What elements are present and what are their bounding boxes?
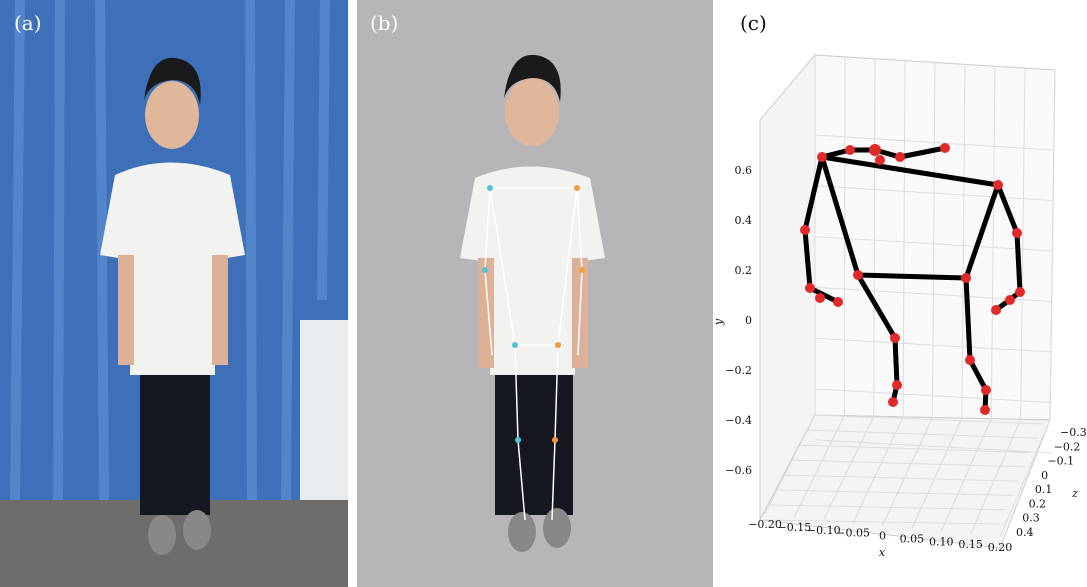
z-tick-label: 0.1 [1035, 483, 1053, 496]
y-tick-label: −0.6 [725, 464, 752, 477]
z-tick-label: 0.3 [1022, 512, 1039, 525]
y-tick-label: 0.6 [735, 164, 753, 177]
figure-svg: (a) (b) (c) x y z 0.60.40.20−0.2−0.4−0.6… [0, 0, 1087, 587]
y-tick-label: 0.2 [735, 264, 753, 277]
photo-a [0, 0, 348, 587]
y-tick-label: −0.4 [725, 414, 752, 427]
y-axis-label: y [712, 318, 725, 326]
z-tick-label: −0.3 [1060, 426, 1087, 439]
x-tick-label: −0.05 [836, 527, 870, 540]
z-tick-label: 0 [1041, 469, 1048, 482]
z-tick-label: −0.1 [1047, 455, 1074, 468]
skeleton-plot [760, 55, 1055, 548]
y-tick-label: 0.4 [735, 214, 753, 227]
x-tick-label: 0.15 [958, 538, 983, 551]
z-tick-label: −0.2 [1054, 440, 1081, 453]
panel-label: (a) [14, 11, 42, 35]
panel-label: (b) [370, 11, 398, 35]
x-tick-label: 0.05 [900, 532, 925, 545]
panel-label: (c) [740, 11, 767, 35]
x-tick-label: 0.10 [929, 535, 954, 548]
z-tick-label: 0.2 [1029, 497, 1047, 510]
z-axis-label: z [1071, 487, 1078, 500]
y-tick-label: −0.2 [725, 364, 752, 377]
figure: (a) (b) (c) x y z 0.60.40.20−0.2−0.4−0.6… [0, 0, 1087, 587]
x-tick-label: 0 [879, 530, 886, 543]
z-tick-label: 0.4 [1016, 526, 1034, 539]
x-tick-label: 0.20 [988, 541, 1013, 554]
y-tick-label: 0 [745, 314, 752, 327]
photo-b [357, 0, 713, 587]
x-axis-label: x [879, 546, 886, 559]
